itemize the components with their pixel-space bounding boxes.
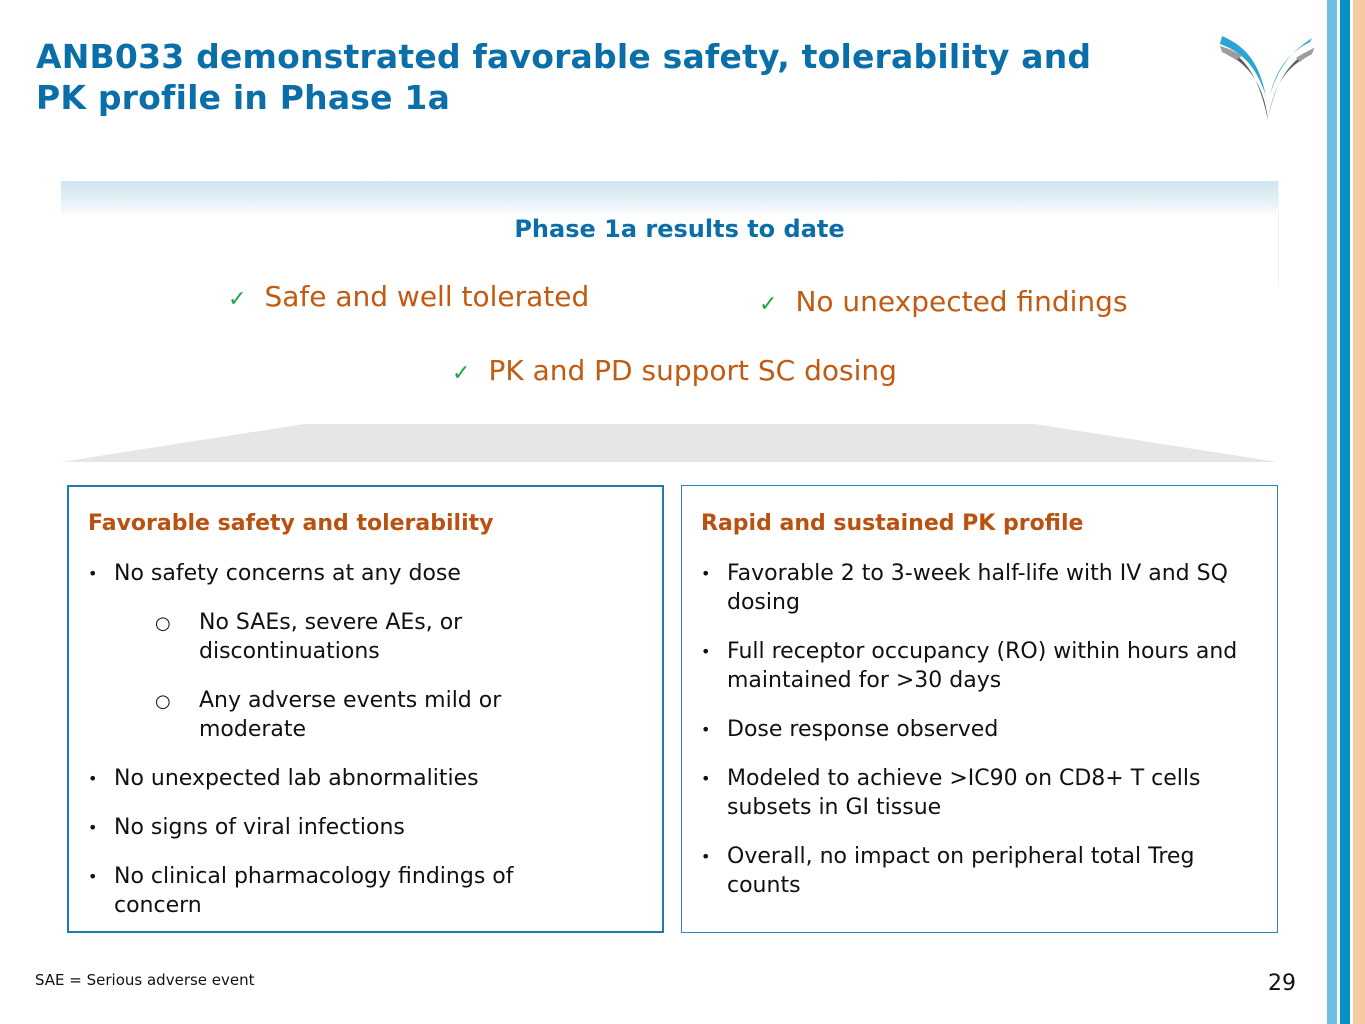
summary-item-safe: ✓ Safe and well tolerated	[228, 280, 589, 313]
bullet-dot-icon: •	[88, 769, 98, 788]
bullet-item: • Favorable 2 to 3-week half-life with I…	[701, 561, 1228, 615]
hollow-circle-bullet-icon: ○	[155, 613, 171, 634]
sub-bullet-item: ○ Any adverse events mild or moderate	[155, 688, 502, 742]
slide-title-line-1: ANB033 demonstrated favorable safety, to…	[36, 37, 1092, 76]
checkmark-icon: ✓	[452, 361, 471, 386]
funnel-connector-shape	[61, 424, 1278, 462]
footnote: SAE = Serious adverse event	[35, 971, 255, 989]
panel-heading: Favorable safety and tolerability	[88, 511, 494, 536]
company-logo-icon	[1220, 36, 1314, 120]
summary-item-label: No unexpected findings	[795, 285, 1128, 318]
bullet-dot-icon: •	[701, 847, 711, 866]
hollow-circle-bullet-icon: ○	[155, 691, 171, 712]
summary-heading: Phase 1a results to date	[514, 215, 845, 243]
stripe-light-blue	[1327, 0, 1337, 1024]
bullet-item: • No signs of viral infections	[88, 815, 405, 840]
panel-safety: Favorable safety and tolerability • No s…	[67, 485, 664, 933]
bullet-dot-icon: •	[88, 564, 98, 583]
bullet-item: • Full receptor occupancy (RO) within ho…	[701, 639, 1238, 693]
decorative-side-stripes	[1327, 0, 1365, 1024]
bullet-item: • Modeled to achieve >IC90 on CD8+ T cel…	[701, 766, 1201, 820]
checkmark-icon: ✓	[228, 287, 247, 312]
slide-title: ANB033 demonstrated favorable safety, to…	[36, 36, 1186, 118]
panel-bullet-list: • Favorable 2 to 3-week half-life with I…	[701, 559, 1265, 920]
bullet-item: • Dose response observed	[701, 717, 999, 742]
checkmark-icon: ✓	[759, 292, 778, 317]
stripe-gap	[1337, 0, 1340, 1024]
bullet-dot-icon: •	[701, 769, 711, 788]
bullet-item: • Overall, no impact on peripheral total…	[701, 844, 1195, 898]
bullet-item: • No clinical pharmacology findings of c…	[88, 864, 514, 918]
summary-item-pk-pd: ✓ PK and PD support SC dosing	[452, 354, 897, 387]
bullet-dot-icon: •	[88, 867, 98, 886]
stripe-peach	[1353, 0, 1365, 1024]
sub-bullet-item: ○ No SAEs, severe AEs, or discontinuatio…	[155, 610, 463, 664]
summary-item-label: Safe and well tolerated	[264, 280, 590, 313]
summary-item-label: PK and PD support SC dosing	[488, 354, 897, 387]
bullet-item: • No safety concerns at any dose	[88, 561, 461, 586]
bullet-dot-icon: •	[701, 720, 711, 739]
bullet-dot-icon: •	[88, 818, 98, 837]
summary-item-no-unexpected: ✓ No unexpected findings	[759, 285, 1128, 318]
stripe-gap	[1350, 0, 1353, 1024]
summary-banner	[61, 181, 1279, 287]
stripe-blue	[1340, 0, 1350, 1024]
bullet-dot-icon: •	[701, 564, 711, 583]
bullet-dot-icon: •	[701, 642, 711, 661]
panel-pk-profile: Rapid and sustained PK profile • Favorab…	[681, 485, 1278, 933]
bullet-item: • No unexpected lab abnormalities	[88, 766, 479, 791]
page-number: 29	[1268, 971, 1296, 996]
panel-heading: Rapid and sustained PK profile	[701, 511, 1084, 536]
panel-bullet-list: • No safety concerns at any dose ○ No SA…	[88, 559, 650, 940]
slide-title-line-2: PK profile in Phase 1a	[36, 78, 451, 117]
